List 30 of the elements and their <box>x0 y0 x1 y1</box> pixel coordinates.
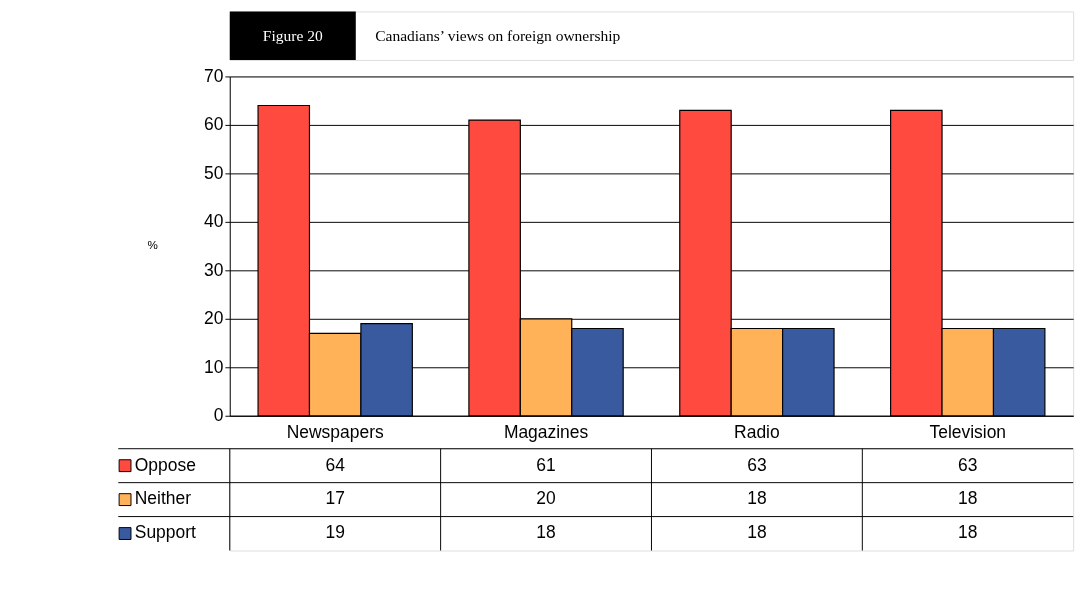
y-tick-label: 10 <box>204 356 224 377</box>
y-tick-label: 0 <box>213 405 224 426</box>
data-label: 18 <box>747 522 767 543</box>
chart-title: Canadians’ views on foreign ownership <box>375 26 621 44</box>
data-label: 20 <box>536 488 557 509</box>
data-label: 19 <box>325 522 345 543</box>
y-tick-label: 60 <box>204 114 224 135</box>
data-label: 63 <box>958 454 978 475</box>
y-axis-title: % <box>147 237 158 251</box>
caption: Figure 20 <box>262 26 323 44</box>
y-tick-label: 50 <box>204 162 224 183</box>
data-label: 18 <box>958 488 978 509</box>
x-tick-label: Television <box>929 421 1007 442</box>
legend-label: Neither <box>134 488 192 509</box>
legend-label: Support <box>134 522 196 543</box>
data-label: 18 <box>536 522 556 543</box>
x-tick-label: Radio <box>734 421 780 442</box>
x-tick-label: Newspapers <box>286 421 384 442</box>
data-label: 17 <box>325 488 345 509</box>
data-label: 18 <box>958 522 978 543</box>
y-tick-label: 40 <box>204 211 224 232</box>
y-tick-label: 20 <box>204 308 224 329</box>
legend-label: Oppose <box>134 454 196 475</box>
data-label: 63 <box>747 454 767 475</box>
data-label: 64 <box>325 454 346 475</box>
x-tick-label: Magazines <box>503 421 589 442</box>
y-tick-label: 70 <box>204 65 224 86</box>
data-label: 18 <box>747 488 767 509</box>
data-label: 61 <box>536 454 556 475</box>
y-tick-label: 30 <box>204 259 224 280</box>
